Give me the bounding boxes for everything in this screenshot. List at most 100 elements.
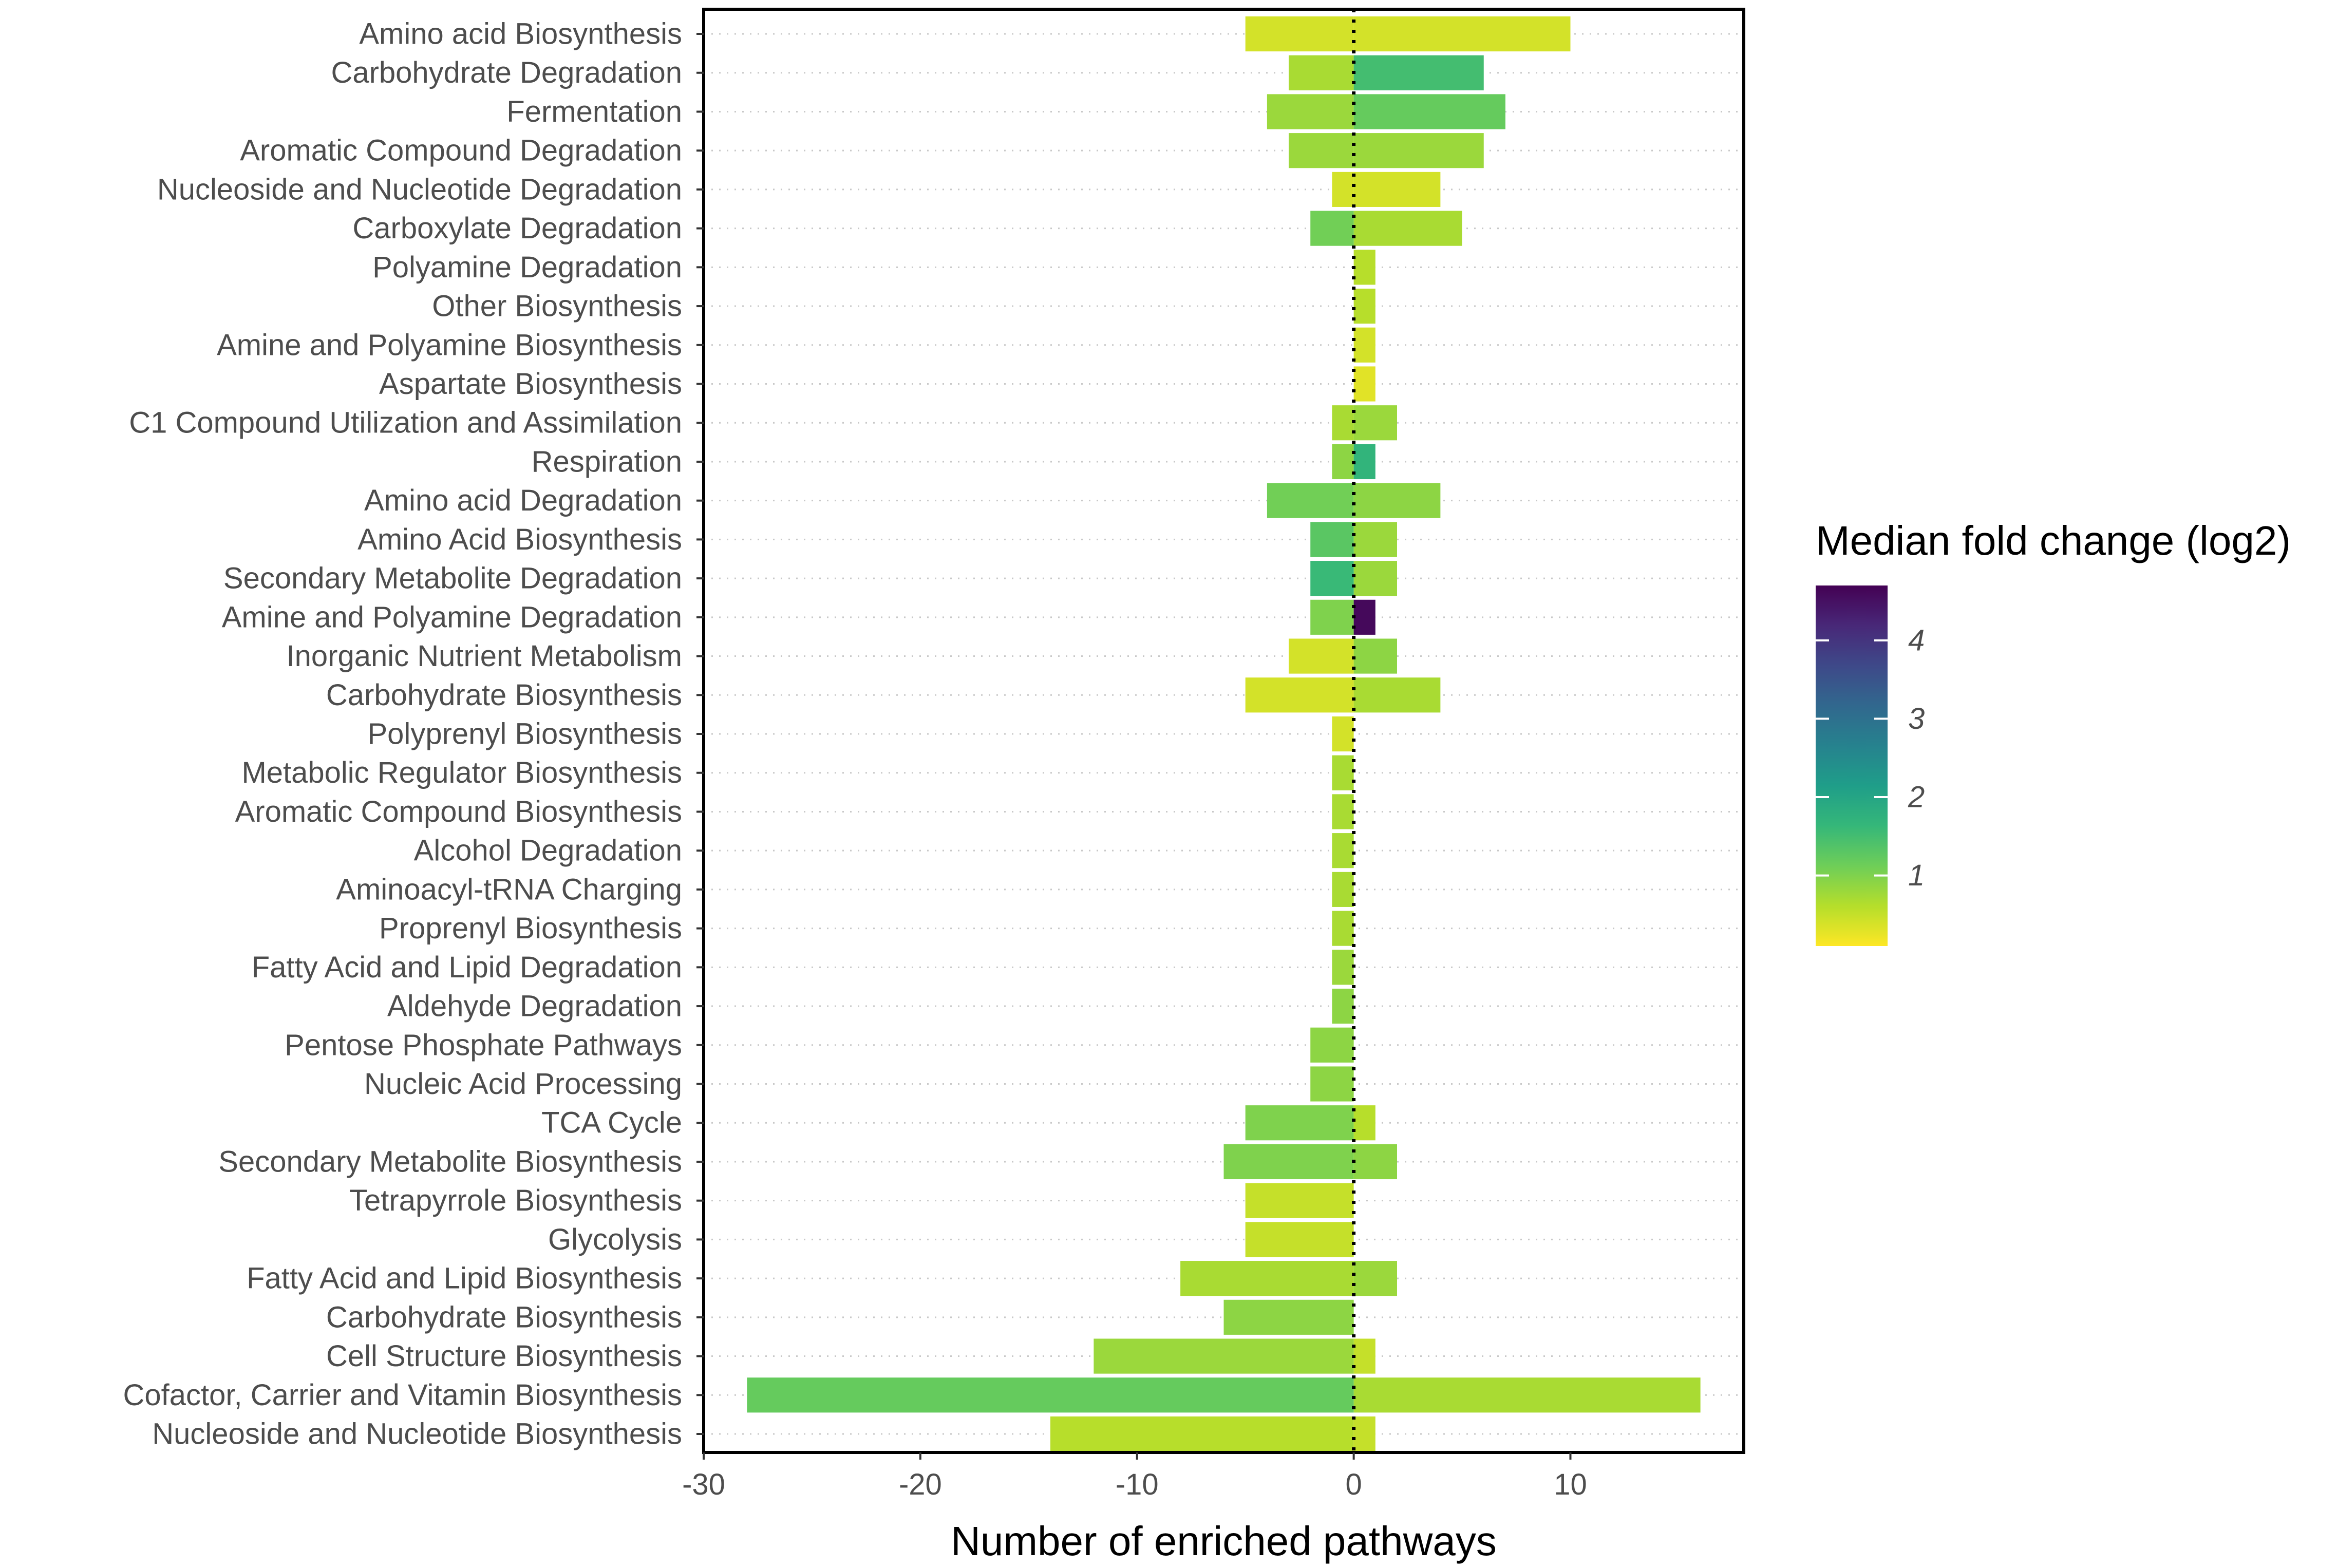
bar-down-32 <box>1180 1261 1354 1296</box>
x-axis: -30 -20 -10 0 10 <box>682 1452 1587 1501</box>
category-label: Amino acid Degradation <box>364 484 682 517</box>
category-label: Nucleoside and Nucleotide Biosynthesis <box>152 1418 682 1451</box>
bar-down-1 <box>1289 55 1354 90</box>
category-label: Respiration <box>532 445 682 478</box>
bar-up-0 <box>1353 16 1571 52</box>
bar-up-3 <box>1353 133 1484 168</box>
y-axis-labels: Amino acid Biosynthesis Carbohydrate Degr… <box>123 17 704 1451</box>
bar-down-26 <box>1310 1027 1354 1063</box>
bar-down-24 <box>1332 950 1354 985</box>
bar-down-31 <box>1245 1222 1354 1257</box>
category-label: Polyprenyl Biosynthesis <box>367 717 682 751</box>
category-label: Proprenyl Biosynthesis <box>379 912 682 945</box>
category-label: Cell Structure Biosynthesis <box>326 1339 682 1373</box>
bar-up-2 <box>1353 94 1505 129</box>
bar-down-15 <box>1310 599 1354 635</box>
legend: Median fold change (log2) 1 2 3 4 <box>1816 518 2291 946</box>
bars <box>747 16 1701 1452</box>
category-label: TCA Cycle <box>541 1106 682 1140</box>
bar-down-22 <box>1332 872 1354 907</box>
category-label: Metabolic Regulator Biosynthesis <box>241 756 682 789</box>
bar-down-3 <box>1289 133 1354 168</box>
category-label: Amine and Polyamine Degradation <box>222 600 682 634</box>
bar-up-15 <box>1353 599 1375 635</box>
x-tick-label: -10 <box>1116 1468 1159 1501</box>
bar-up-5 <box>1353 211 1462 246</box>
x-tick-label: -20 <box>899 1468 942 1501</box>
category-label: Tetrapyrrole Biosynthesis <box>349 1184 682 1217</box>
bar-up-28 <box>1353 1105 1375 1141</box>
bar-up-35 <box>1353 1377 1701 1413</box>
bar-down-16 <box>1289 638 1354 674</box>
category-label: Pentose Phosphate Pathways <box>285 1028 682 1062</box>
category-label: Fatty Acid and Lipid Degradation <box>252 951 682 984</box>
bar-down-2 <box>1267 94 1354 129</box>
category-label: Inorganic Nutrient Metabolism <box>287 639 682 673</box>
bar-down-27 <box>1310 1066 1354 1102</box>
bar-up-4 <box>1353 172 1441 207</box>
bar-down-17 <box>1245 677 1354 713</box>
bar-up-10 <box>1353 405 1397 441</box>
bar-up-14 <box>1353 561 1397 596</box>
bar-down-14 <box>1310 561 1354 596</box>
category-label: Carbohydrate Biosynthesis <box>326 1300 682 1334</box>
category-label: Amino Acid Biosynthesis <box>357 523 682 556</box>
bar-down-34 <box>1094 1338 1354 1374</box>
bar-up-36 <box>1353 1416 1375 1452</box>
bar-up-32 <box>1353 1261 1397 1296</box>
bar-down-13 <box>1310 522 1354 557</box>
category-label: Aldehyde Degradation <box>387 990 682 1023</box>
bar-down-21 <box>1332 833 1354 868</box>
bar-up-12 <box>1353 483 1441 518</box>
category-label: Carbohydrate Degradation <box>331 56 682 89</box>
bar-up-13 <box>1353 522 1397 557</box>
bar-up-17 <box>1353 677 1441 713</box>
bar-up-34 <box>1353 1338 1375 1374</box>
bar-down-30 <box>1245 1183 1354 1218</box>
bar-up-1 <box>1353 55 1484 90</box>
category-label: Other Biosynthesis <box>432 290 682 323</box>
bar-down-23 <box>1332 911 1354 946</box>
bar-down-5 <box>1310 211 1354 246</box>
category-label: Nucleoside and Nucleotide Degradation <box>157 173 682 206</box>
category-label: Alcohol Degradation <box>414 834 682 867</box>
category-label: Fermentation <box>506 95 682 128</box>
bar-down-20 <box>1332 794 1354 829</box>
bar-down-11 <box>1332 444 1354 480</box>
bar-down-4 <box>1332 172 1354 207</box>
plot-panel-border <box>702 8 1745 1454</box>
category-label: Amine and Polyamine Biosynthesis <box>217 328 682 362</box>
category-label: Fatty Acid and Lipid Biosynthesis <box>247 1262 682 1295</box>
bar-down-33 <box>1223 1299 1354 1335</box>
category-label: Carbohydrate Biosynthesis <box>326 678 682 712</box>
bar-down-10 <box>1332 405 1354 441</box>
bar-up-29 <box>1353 1144 1397 1180</box>
category-label: Aromatic Compound Degradation <box>240 134 682 167</box>
category-label: Amino acid Biosynthesis <box>359 17 682 51</box>
bar-up-16 <box>1353 638 1397 674</box>
legend-tick-label: 4 <box>1908 624 1925 657</box>
category-label: Secondary Metabolite Biosynthesis <box>218 1145 682 1178</box>
bar-down-25 <box>1332 988 1354 1024</box>
category-label: Nucleic Acid Processing <box>364 1067 682 1101</box>
legend-tick-label: 3 <box>1908 702 1925 735</box>
category-label: Carboxylate Degradation <box>352 212 682 245</box>
bar-down-0 <box>1245 16 1354 52</box>
bar-down-29 <box>1223 1144 1354 1180</box>
grid-lines <box>704 33 1744 1435</box>
category-label: Glycolysis <box>548 1223 682 1256</box>
bar-down-35 <box>747 1377 1354 1413</box>
category-label: Polyamine Degradation <box>372 251 682 284</box>
bar-down-12 <box>1267 483 1354 518</box>
category-label: Aminoacyl-tRNA Charging <box>336 873 682 906</box>
x-tick-label: 0 <box>1345 1468 1362 1501</box>
x-axis-title: Number of enriched pathways <box>951 1518 1497 1564</box>
category-label: Aromatic Compound Biosynthesis <box>235 795 682 828</box>
legend-title: Median fold change (log2) <box>1816 518 2291 563</box>
legend-tick-label: 1 <box>1908 859 1925 892</box>
bar-down-36 <box>1050 1416 1354 1452</box>
bar-up-7 <box>1353 288 1375 324</box>
bar-down-28 <box>1245 1105 1354 1141</box>
bar-up-6 <box>1353 250 1375 285</box>
category-label: Cofactor, Carrier and Vitamin Biosynthes… <box>123 1378 682 1412</box>
